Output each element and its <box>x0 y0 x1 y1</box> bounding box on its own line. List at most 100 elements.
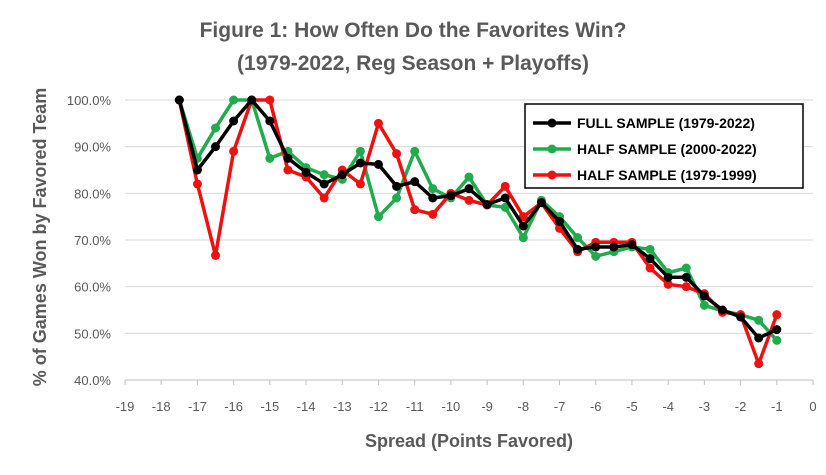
data-point <box>645 263 655 273</box>
data-point <box>573 244 583 254</box>
data-point <box>500 193 510 203</box>
data-point <box>410 146 420 156</box>
data-point <box>663 272 673 282</box>
data-point <box>772 310 782 320</box>
data-point <box>500 202 510 212</box>
data-point <box>355 158 365 168</box>
legend: FULL SAMPLE (1979-2022) HALF SAMPLE (2000… <box>524 103 804 189</box>
x-tick-label: 0 <box>809 399 816 414</box>
x-axis-title: Spread (Points Favored) <box>365 431 573 451</box>
data-point <box>681 263 691 273</box>
data-point <box>373 118 383 128</box>
data-point <box>192 165 202 175</box>
x-tick-label: -2 <box>735 399 747 414</box>
data-point <box>482 200 492 210</box>
data-point <box>609 242 619 252</box>
x-tick-label: -5 <box>626 399 638 414</box>
data-point <box>428 193 438 203</box>
data-point <box>265 95 275 105</box>
legend-label: HALF SAMPLE (1979-1999) <box>577 167 757 183</box>
data-point <box>573 233 583 243</box>
data-point <box>337 170 347 180</box>
data-point <box>681 282 691 292</box>
series-lines <box>174 95 782 369</box>
data-point <box>174 95 184 105</box>
data-point <box>772 325 782 335</box>
y-tick-label: 100.0% <box>67 93 112 108</box>
data-point <box>229 116 239 126</box>
legend-label: FULL SAMPLE (1979-2022) <box>577 115 755 131</box>
data-point <box>663 279 673 289</box>
data-point <box>699 291 709 301</box>
series-0 <box>174 95 782 343</box>
legend-label: HALF SAMPLE (2000-2022) <box>577 141 757 157</box>
data-point <box>192 179 202 189</box>
data-point <box>536 198 546 208</box>
data-point <box>555 216 565 226</box>
y-tick-label: 50.0% <box>74 326 111 341</box>
x-tick-label: -17 <box>188 399 207 414</box>
y-tick-label: 90.0% <box>74 140 111 155</box>
data-point <box>591 242 601 252</box>
data-point <box>699 300 709 310</box>
chart-title-line-2: (1979-2022, Reg Season + Playoffs) <box>237 52 589 75</box>
data-point <box>247 95 257 105</box>
x-tick-label: -12 <box>369 399 388 414</box>
data-point <box>373 159 383 169</box>
y-axis-title: % of Games Won by Favored Team <box>30 88 50 386</box>
x-tick-label: -11 <box>406 399 424 414</box>
data-point <box>591 251 601 261</box>
legend-marker <box>547 170 557 180</box>
x-tick-label: -15 <box>260 399 279 414</box>
data-point <box>319 179 329 189</box>
data-point <box>518 212 528 222</box>
x-tick-labels: -19 -18 -17 -16 -15 -14 -13 -12 -11 -10 -9 -8 -7 -6 -5… <box>116 399 817 414</box>
data-point <box>301 167 311 177</box>
data-point <box>319 193 329 203</box>
data-point <box>736 312 746 322</box>
data-point <box>265 116 275 126</box>
data-point <box>283 165 293 175</box>
x-tick-label: -16 <box>224 399 243 414</box>
data-point <box>772 335 782 345</box>
x-tick-label: -9 <box>481 399 493 414</box>
legend-box <box>524 103 804 189</box>
data-point <box>355 179 365 189</box>
x-tick-label: -3 <box>699 399 711 414</box>
data-point <box>283 153 293 163</box>
data-point <box>627 240 637 250</box>
data-point <box>446 191 456 201</box>
data-point <box>319 170 329 180</box>
legend-marker <box>547 118 557 128</box>
legend-marker <box>547 144 557 154</box>
data-point <box>500 181 510 191</box>
data-point <box>392 193 402 203</box>
data-point <box>754 333 764 343</box>
data-point <box>229 146 239 156</box>
data-point <box>464 184 474 194</box>
data-point <box>645 244 655 254</box>
data-point <box>211 250 221 260</box>
x-tick-label: -19 <box>116 399 135 414</box>
x-tick-label: -14 <box>297 399 316 414</box>
series-line <box>177 98 779 343</box>
x-tick-label: -18 <box>152 399 171 414</box>
data-point <box>645 254 655 264</box>
x-tick-label: -7 <box>554 399 566 414</box>
data-point <box>211 123 221 133</box>
x-tick-label: -8 <box>518 399 530 414</box>
x-tick-label: -1 <box>771 399 783 414</box>
data-point <box>392 181 402 191</box>
y-tick-labels: 40.0% 50.0% 60.0% 70.0% 80.0% 90.0% 100.0% <box>67 93 112 388</box>
axes <box>124 379 814 385</box>
data-point <box>464 195 474 205</box>
data-point <box>428 184 438 194</box>
y-tick-label: 70.0% <box>74 233 111 248</box>
data-point <box>518 233 528 243</box>
y-tick-label: 80.0% <box>74 186 111 201</box>
data-point <box>373 212 383 222</box>
data-point <box>717 305 727 315</box>
y-tick-label: 40.0% <box>74 373 111 388</box>
data-point <box>754 315 764 325</box>
